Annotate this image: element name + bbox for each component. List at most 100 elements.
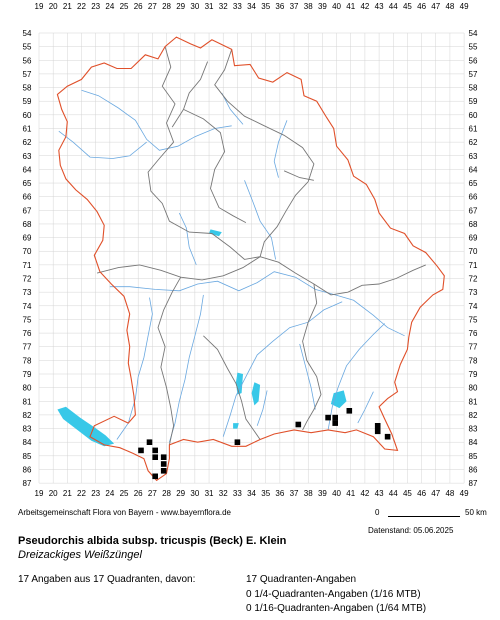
row-label-left: 55 bbox=[23, 43, 32, 52]
row-label-right: 63 bbox=[469, 152, 478, 161]
row-label-right: 71 bbox=[469, 261, 478, 270]
col-label-bottom: 44 bbox=[389, 489, 398, 498]
col-label-bottom: 25 bbox=[120, 489, 129, 498]
col-label-bottom: 32 bbox=[219, 489, 228, 498]
col-label-bottom: 45 bbox=[403, 489, 412, 498]
district-border bbox=[283, 170, 314, 181]
row-label-left: 74 bbox=[23, 302, 32, 311]
col-label-top: 44 bbox=[389, 2, 398, 11]
river bbox=[109, 271, 405, 337]
river bbox=[327, 323, 385, 430]
occurrence-dot bbox=[325, 414, 331, 421]
row-label-left: 61 bbox=[23, 124, 32, 133]
row-label-left: 63 bbox=[23, 152, 32, 161]
row-label-right: 55 bbox=[469, 43, 478, 52]
occurrence-dot bbox=[374, 428, 381, 435]
row-label-left: 69 bbox=[23, 234, 32, 243]
row-label-right: 58 bbox=[469, 84, 478, 93]
row-label-right: 70 bbox=[469, 247, 478, 256]
occurrence-dot bbox=[160, 468, 167, 474]
row-label-right: 84 bbox=[469, 438, 478, 447]
row-label-right: 74 bbox=[469, 302, 478, 311]
col-label-top: 49 bbox=[460, 2, 469, 11]
occurrence-dot bbox=[160, 461, 167, 467]
col-label-bottom: 40 bbox=[332, 489, 341, 498]
col-label-top: 28 bbox=[162, 2, 171, 11]
lake bbox=[251, 382, 261, 406]
col-label-top: 34 bbox=[247, 2, 256, 11]
col-label-top: 22 bbox=[77, 2, 86, 11]
district-border bbox=[214, 49, 315, 257]
col-label-bottom: 27 bbox=[148, 489, 157, 498]
col-label-bottom: 48 bbox=[445, 489, 454, 498]
river bbox=[357, 391, 374, 424]
col-label-top: 24 bbox=[105, 2, 114, 11]
occurrence-dot bbox=[332, 414, 338, 421]
row-label-right: 68 bbox=[469, 220, 478, 229]
col-label-bottom: 36 bbox=[275, 489, 284, 498]
col-label-top: 46 bbox=[417, 2, 426, 11]
distribution-map: 19 19 20 20 21 21 22 22 23 23 24 24 25 25 26 26 27 27 28 28… bbox=[23, 2, 478, 498]
row-label-right: 87 bbox=[469, 479, 478, 488]
district-border bbox=[259, 256, 426, 296]
row-label-left: 72 bbox=[23, 275, 32, 284]
col-label-top: 37 bbox=[290, 2, 299, 11]
col-label-top: 23 bbox=[91, 2, 100, 11]
district-border bbox=[302, 283, 322, 431]
row-label-left: 65 bbox=[23, 179, 32, 188]
row-label-left: 58 bbox=[23, 84, 32, 93]
col-label-top: 38 bbox=[304, 2, 313, 11]
col-label-bottom: 24 bbox=[105, 489, 114, 498]
river bbox=[81, 89, 232, 151]
district-border bbox=[171, 109, 184, 128]
row-label-left: 73 bbox=[23, 288, 32, 297]
col-label-top: 32 bbox=[219, 2, 228, 11]
col-label-bottom: 21 bbox=[63, 489, 72, 498]
row-label-right: 77 bbox=[469, 343, 478, 352]
bavaria-border bbox=[56, 36, 445, 482]
col-label-top: 26 bbox=[134, 2, 143, 11]
col-label-bottom: 42 bbox=[360, 489, 369, 498]
row-label-left: 84 bbox=[23, 438, 32, 447]
col-label-bottom: 30 bbox=[190, 489, 199, 498]
row-label-left: 64 bbox=[23, 165, 32, 174]
occurrence-dot bbox=[346, 408, 353, 414]
district-borders bbox=[96, 46, 426, 445]
col-label-top: 19 bbox=[35, 2, 44, 11]
row-label-left: 86 bbox=[23, 465, 32, 474]
occurrence-dot bbox=[152, 447, 158, 454]
row-label-left: 83 bbox=[23, 425, 32, 434]
col-label-bottom: 31 bbox=[205, 489, 214, 498]
col-label-top: 39 bbox=[318, 2, 327, 11]
col-label-top: 30 bbox=[190, 2, 199, 11]
col-label-bottom: 41 bbox=[346, 489, 355, 498]
row-label-left: 68 bbox=[23, 220, 32, 229]
col-label-bottom: 22 bbox=[77, 489, 86, 498]
col-label-top: 40 bbox=[332, 2, 341, 11]
col-label-top: 35 bbox=[261, 2, 270, 11]
row-label-right: 64 bbox=[469, 165, 478, 174]
row-label-left: 54 bbox=[23, 29, 32, 38]
row-label-right: 54 bbox=[469, 29, 478, 38]
row-label-left: 59 bbox=[23, 97, 32, 106]
row-label-left: 75 bbox=[23, 315, 32, 324]
lakes bbox=[57, 229, 347, 447]
occurrence-dot bbox=[160, 454, 167, 460]
row-label-right: 62 bbox=[469, 138, 478, 147]
river bbox=[116, 297, 153, 440]
row-label-left: 66 bbox=[23, 193, 32, 202]
col-label-bottom: 37 bbox=[290, 489, 299, 498]
col-label-top: 41 bbox=[346, 2, 355, 11]
lake bbox=[233, 423, 239, 429]
row-label-right: 67 bbox=[469, 206, 478, 215]
col-label-top: 48 bbox=[445, 2, 454, 11]
row-label-right: 86 bbox=[469, 465, 478, 474]
river bbox=[256, 390, 268, 426]
row-label-left: 71 bbox=[23, 261, 32, 270]
col-label-bottom: 49 bbox=[460, 489, 469, 498]
col-label-bottom: 26 bbox=[134, 489, 143, 498]
col-label-bottom: 28 bbox=[162, 489, 171, 498]
col-label-bottom: 34 bbox=[247, 489, 256, 498]
row-label-left: 78 bbox=[23, 356, 32, 365]
occurrence-dot bbox=[234, 439, 241, 445]
